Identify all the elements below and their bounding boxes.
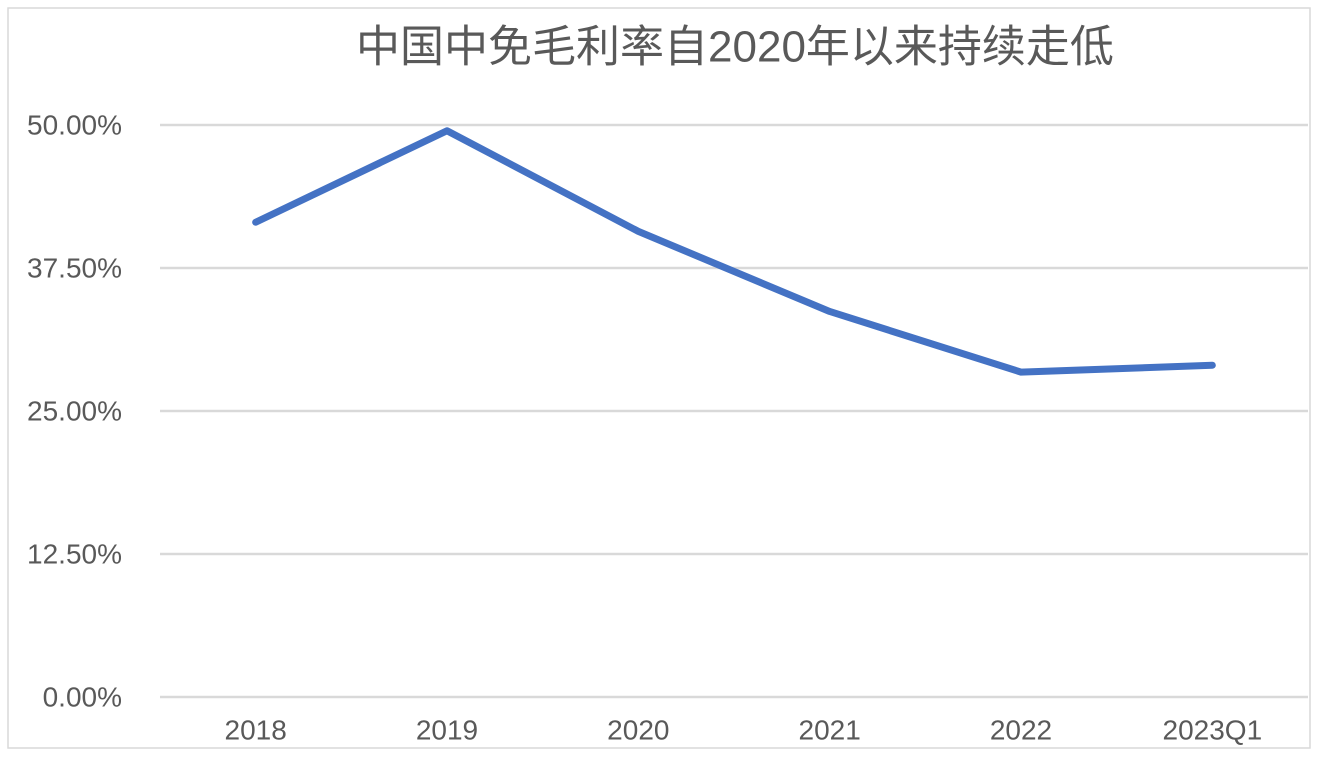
x-tick-label: 2023Q1 (1163, 714, 1263, 745)
y-tick-label: 37.50% (27, 252, 122, 283)
x-tick-label: 2019 (416, 714, 478, 745)
chart-title: 中国中免毛利率自2020年以来持续走低 (356, 23, 1114, 72)
x-tick-label: 2018 (225, 714, 287, 745)
chart-border (7, 7, 1311, 749)
y-tick-label: 25.00% (27, 395, 122, 426)
x-tick-label: 2020 (607, 714, 669, 745)
y-tick-label: 50.00% (27, 109, 122, 140)
x-tick-label: 2021 (799, 714, 861, 745)
x-tick-label: 2022 (990, 714, 1052, 745)
y-tick-label: 0.00% (43, 681, 122, 712)
data-line (252, 127, 1216, 376)
y-tick-label: 12.50% (27, 538, 122, 569)
